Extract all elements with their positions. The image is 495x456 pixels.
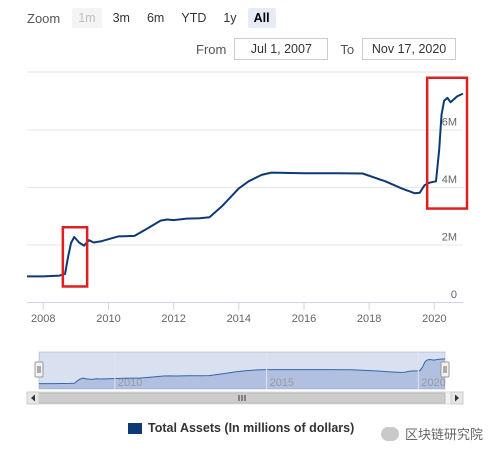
x-tick-label: 2020: [422, 313, 446, 325]
legend[interactable]: Total Assets (In millions of dollars): [128, 421, 354, 435]
watermark-text: 区块链研究院: [404, 427, 483, 442]
legend-swatch: [128, 422, 142, 434]
to-label: To: [340, 41, 355, 57]
x-tick-label: 2018: [357, 313, 381, 325]
series-layer: [27, 92, 464, 278]
navigator: 2010 2015 2020: [26, 351, 464, 405]
navigator-tick-label: 2015: [270, 377, 294, 389]
wechat-icon: [380, 426, 399, 441]
y-axis-ticks: 0 2M 4M 6M: [442, 117, 457, 302]
zoom-label: Zoom: [27, 10, 61, 26]
x-tick-label: 2014: [227, 313, 251, 325]
range-selector: Zoom 1m 3m 6m YTD 1y All: [27, 8, 281, 28]
highlight-box-2020: [425, 76, 469, 210]
from-label: From: [196, 41, 227, 57]
legend-label: Total Assets (In millions of dollars): [148, 421, 355, 435]
watermark: 区块链研究院: [380, 424, 483, 443]
navigator-line: [39, 358, 446, 385]
grid-lines: [27, 71, 463, 303]
y-tick-label: 0: [451, 289, 457, 301]
navigator-area: [39, 358, 445, 389]
from-date-input[interactable]: Jul 1, 2007: [234, 38, 329, 60]
zoom-all-button[interactable]: All: [247, 8, 276, 28]
scrollbar-track: [26, 391, 464, 405]
navigator-mask: [39, 352, 445, 389]
zoom-6m-button[interactable]: 6m: [146, 11, 165, 25]
zoom-1m-button[interactable]: 1m: [72, 8, 102, 28]
navigator-tick-label: 2010: [118, 377, 142, 389]
zoom-3m-button[interactable]: 3m: [112, 11, 130, 25]
y-tick-label: 6M: [442, 117, 457, 129]
navigator-left-handle: [34, 361, 44, 378]
x-axis-ticks: 2008 2010 2012 2014 2016 2018 2020: [31, 302, 447, 325]
zoom-ytd-button[interactable]: YTD: [181, 11, 207, 25]
date-range: From Jul 1, 2007 To Nov 17, 2020: [196, 38, 457, 60]
navigator-right-handle: [440, 361, 450, 378]
x-tick-label: 2008: [31, 313, 55, 325]
x-tick-label: 2010: [96, 313, 120, 325]
to-date-input[interactable]: Nov 17, 2020: [362, 38, 457, 60]
navigator-tick-label: 2020: [421, 377, 445, 389]
scroll-right-arrow-icon: [455, 394, 459, 402]
x-tick-label: 2012: [161, 313, 185, 325]
y-tick-label: 2M: [442, 232, 457, 244]
scrollbar-thumb: [38, 392, 446, 404]
y-tick-label: 4M: [442, 174, 457, 186]
highlight-box-2008: [61, 226, 89, 288]
highlight-layer: [61, 76, 469, 288]
zoom-1y-button[interactable]: 1y: [223, 11, 237, 25]
series-line-total-assets: [27, 92, 464, 278]
navigator-frame: [38, 351, 446, 390]
scrollbar-right-button: [450, 391, 464, 405]
x-tick-label: 2016: [292, 313, 316, 325]
scrollbar-left-button: [26, 391, 40, 405]
scroll-left-arrow-icon: [31, 394, 35, 402]
